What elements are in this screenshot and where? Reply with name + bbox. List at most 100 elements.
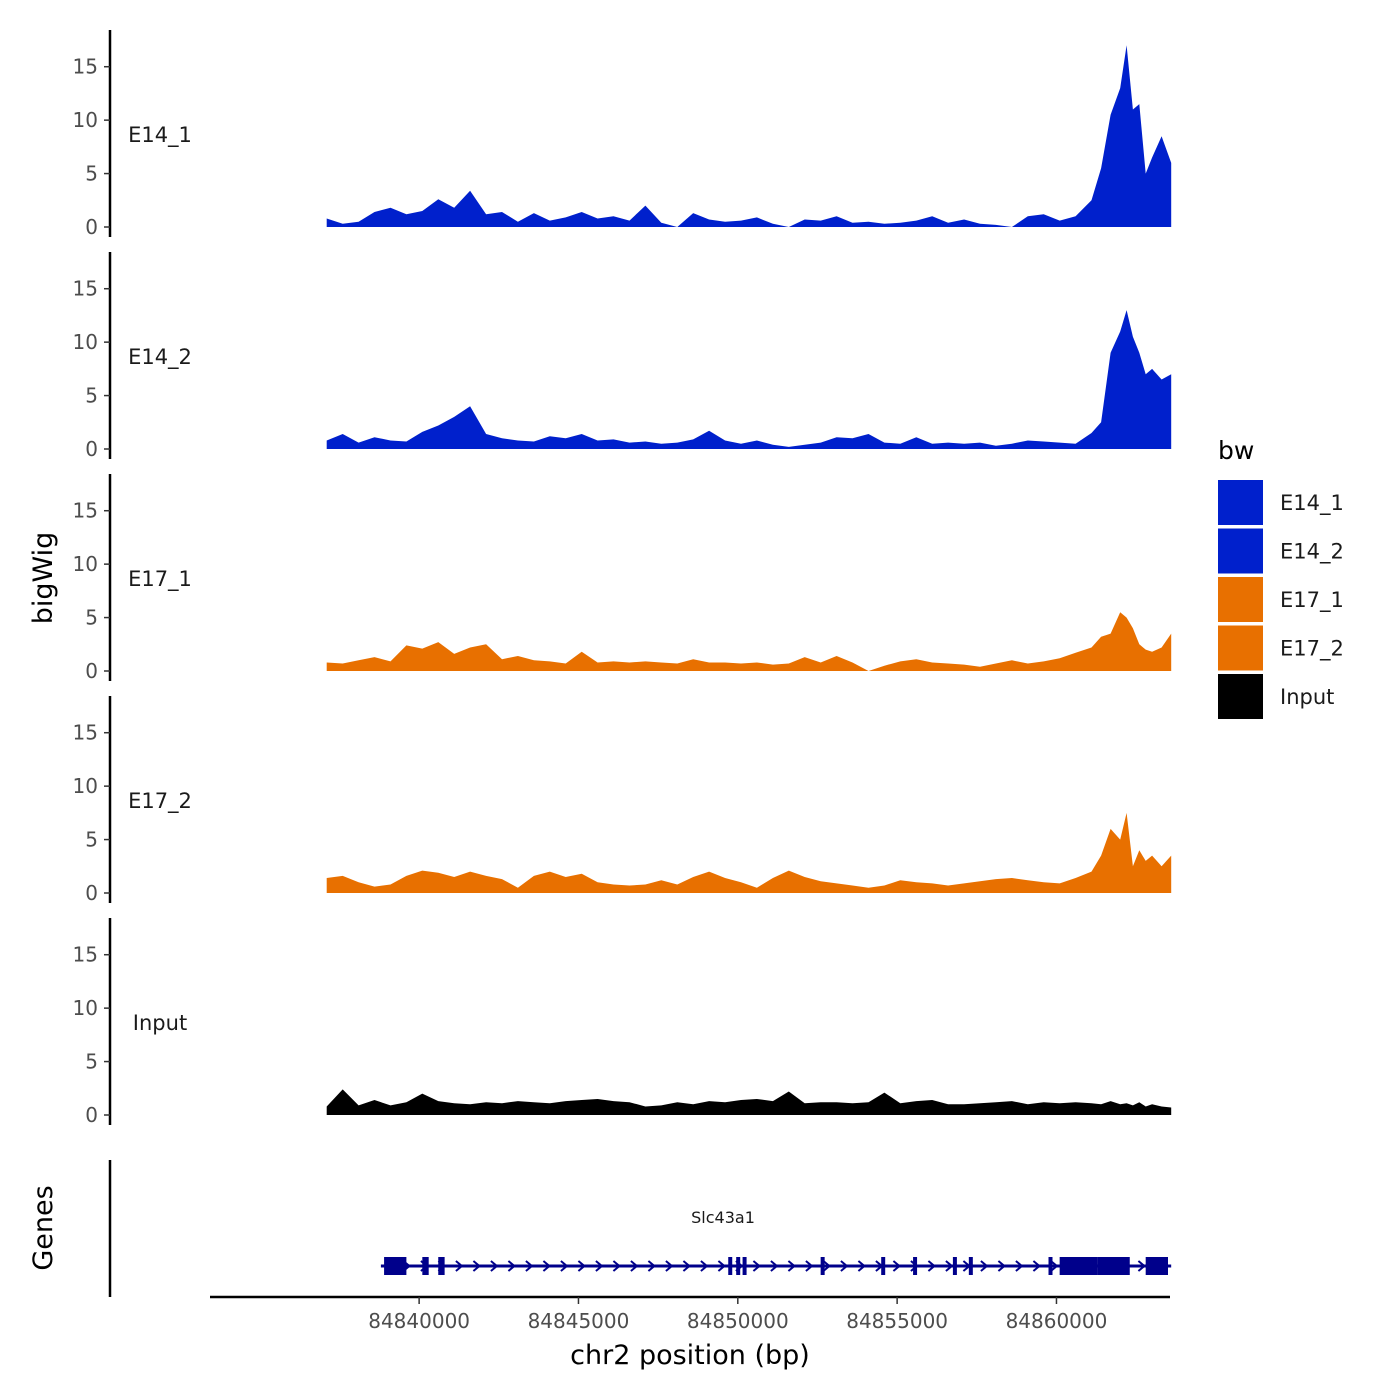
gene-exon	[736, 1257, 741, 1275]
coverage-area-E14_1	[326, 45, 1172, 227]
x-tick-label: 84850000	[687, 1309, 789, 1333]
gene-exon	[913, 1257, 918, 1275]
strand-arrow	[1015, 1260, 1024, 1272]
track-E17_1: 0 5 10 15 E17_1	[73, 474, 1172, 683]
strand-arrow	[945, 1260, 954, 1272]
y-tick-label: 0	[85, 881, 98, 905]
strand-arrow	[577, 1260, 586, 1272]
strand-arrow	[472, 1260, 481, 1272]
gene-exon	[438, 1257, 445, 1275]
legend-title: bw	[1218, 436, 1254, 465]
y-tick-label: 5	[85, 162, 98, 186]
y-tick-label: 5	[85, 606, 98, 630]
x-tick-label: 84855000	[846, 1309, 948, 1333]
strand-arrow	[490, 1260, 499, 1272]
strand-arrow	[560, 1260, 569, 1272]
coverage-area-E17_2	[326, 812, 1172, 893]
y-axis-title: bigWig	[28, 532, 59, 625]
legend-swatch-E14_2	[1218, 528, 1263, 574]
y-tick-label: 15	[73, 721, 98, 745]
y-tick-label: 15	[73, 499, 98, 523]
gene-name-label: Slc43a1	[691, 1208, 755, 1227]
gene-exon	[968, 1257, 973, 1275]
track-E14_2: 0 5 10 15 E14_2	[73, 252, 1172, 461]
strand-arrow	[840, 1260, 849, 1272]
strand-arrow	[770, 1260, 779, 1272]
strand-arrow	[1032, 1260, 1041, 1272]
y-tick-label: 10	[73, 996, 98, 1020]
x-tick-label: 84840000	[368, 1309, 470, 1333]
y-tick-label: 5	[85, 384, 98, 408]
y-tick-label: 0	[85, 1103, 98, 1127]
coverage-area-E14_2	[326, 310, 1172, 449]
legend-swatch-Input	[1218, 674, 1263, 719]
strand-arrow	[630, 1260, 639, 1272]
genes-panel-title: Genes	[28, 1185, 59, 1270]
coverage-area-Input	[326, 1089, 1172, 1115]
strand-arrow	[892, 1260, 901, 1272]
legend-swatch-E17_1	[1218, 577, 1263, 622]
y-tick-label: 10	[73, 330, 98, 354]
gene-exon	[422, 1257, 429, 1275]
track-label: Input	[133, 1011, 187, 1035]
gene-exon	[384, 1257, 407, 1275]
y-tick-label: 5	[85, 828, 98, 852]
strand-arrow	[682, 1260, 691, 1272]
track-label: E14_1	[128, 123, 192, 148]
track-label: E14_2	[128, 345, 192, 370]
x-axis: 84840000 84845000 84850000 84855000 84860000	[210, 1295, 1170, 1333]
strand-arrow	[647, 1260, 656, 1272]
legend-label-E17_2: E17_2	[1280, 637, 1344, 662]
gene-exon	[1059, 1257, 1098, 1275]
y-tick-label: 10	[73, 552, 98, 576]
legend-swatch-E14_1	[1218, 480, 1263, 525]
x-tick-label: 84860000	[1006, 1309, 1108, 1333]
strand-arrow	[507, 1260, 516, 1272]
strand-arrow	[805, 1260, 814, 1272]
strand-arrow	[927, 1260, 936, 1272]
gene-exon	[820, 1257, 825, 1275]
gene-exon	[1048, 1257, 1053, 1275]
y-tick-label: 10	[73, 774, 98, 798]
track-E17_2: 0 5 10 15 E17_2	[73, 696, 1172, 905]
strand-arrow	[1050, 1260, 1059, 1272]
strand-arrow	[455, 1260, 464, 1272]
gene-exon	[952, 1257, 957, 1275]
track-Input: 0 5 10 15 Input	[73, 918, 1172, 1127]
legend-label-E14_2: E14_2	[1280, 540, 1344, 565]
strand-arrow	[752, 1260, 761, 1272]
genes-panel: Slc43a1	[108, 1160, 1172, 1297]
y-tick-label: 15	[73, 943, 98, 967]
strand-arrow	[542, 1260, 551, 1272]
legend-label-E17_1: E17_1	[1280, 588, 1344, 613]
track-E14_1: 0 5 10 15 E14_1	[73, 30, 1172, 239]
y-tick-label: 15	[73, 55, 98, 79]
strand-arrow	[822, 1260, 831, 1272]
strand-arrow	[665, 1260, 674, 1272]
gene-exon	[1097, 1257, 1130, 1275]
strand-arrow	[980, 1260, 989, 1272]
y-tick-label: 10	[73, 108, 98, 132]
gene-exon	[742, 1257, 747, 1275]
y-tick-label: 0	[85, 437, 98, 461]
legend: bw E14_1 E14_2 E17_1 E17_2 Input	[1218, 436, 1344, 719]
legend-label-E14_1: E14_1	[1280, 491, 1344, 516]
y-tick-label: 0	[85, 215, 98, 239]
track-label: E17_1	[128, 567, 192, 592]
gene-exon	[728, 1257, 733, 1275]
strand-arrow	[787, 1260, 796, 1272]
gene-Slc43a1: Slc43a1	[380, 1208, 1172, 1275]
legend-label-Input: Input	[1280, 685, 1334, 709]
strand-arrow	[1137, 1260, 1146, 1272]
strand-arrow	[700, 1260, 709, 1272]
x-tick-label: 84845000	[528, 1309, 630, 1333]
strand-arrow	[857, 1260, 866, 1272]
strand-arrow	[612, 1260, 621, 1272]
coverage-area-E17_1	[326, 612, 1172, 671]
gene-exon	[1145, 1257, 1168, 1275]
coverage-tracks: 0 5 10 15 E14_1 0 5 10 15 E14_2 0 5 10 15 E17_1 0 5 10 15 E…	[73, 30, 1172, 1127]
y-tick-label: 5	[85, 1050, 98, 1074]
x-axis-title: chr2 position (bp)	[570, 1340, 810, 1371]
strand-arrow	[997, 1260, 1006, 1272]
